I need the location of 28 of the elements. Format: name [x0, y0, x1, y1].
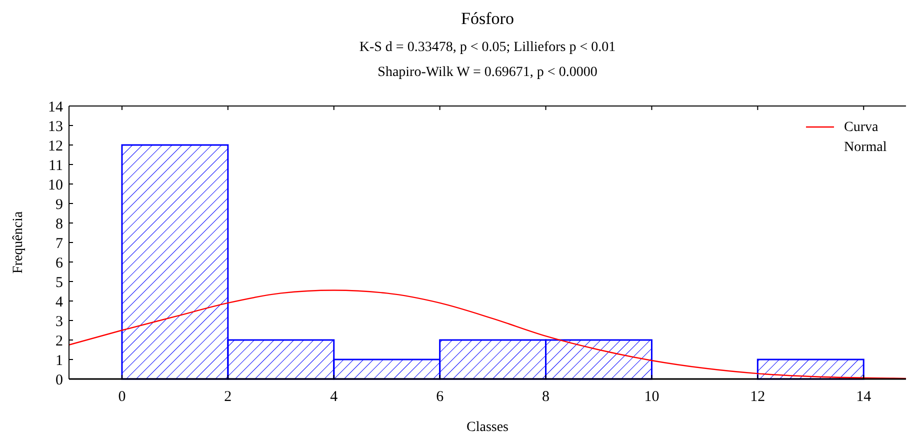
y-tick-label: 6 — [56, 255, 64, 272]
y-tick-label: 9 — [56, 196, 63, 213]
y-tick-label: 10 — [48, 177, 63, 194]
x-axis-title: Classes — [466, 420, 508, 435]
y-tick-label: 0 — [56, 372, 63, 388]
y-tick-label: 1 — [56, 352, 63, 369]
x-tick-label: 8 — [542, 389, 550, 405]
y-tick-label: 3 — [56, 314, 63, 330]
x-tick-label: 0 — [118, 389, 126, 405]
y-tick-label: 4 — [56, 294, 64, 310]
x-tick-label: 6 — [436, 389, 444, 405]
y-tick-label: 14 — [48, 99, 64, 116]
x-tick-label: 14 — [856, 389, 872, 405]
x-tick-label: 10 — [644, 389, 660, 405]
x-tick-label: 4 — [330, 389, 338, 405]
y-tick-label: 12 — [48, 138, 63, 154]
x-tick-label: 2 — [224, 389, 232, 405]
y-tick-label: 11 — [48, 158, 63, 174]
y-tick-label: 8 — [56, 216, 63, 232]
chart-subtitle: K-S d = 0.33478, p < 0.05; Lilliefors p < 0.01 Shapiro-Wilk W = 0.69671, p < 0.0000 — [359, 40, 616, 80]
y-axis-title: Frequência — [11, 210, 26, 274]
legend-label: Curva Normal — [844, 120, 887, 155]
y-tick-label: 7 — [56, 236, 64, 252]
y-tick-label: 13 — [48, 118, 63, 135]
y-tick-label: 5 — [56, 274, 63, 291]
chart-title: Fósforo — [461, 9, 514, 28]
y-tick-label: 2 — [56, 333, 63, 350]
x-tick-label: 12 — [750, 389, 766, 405]
